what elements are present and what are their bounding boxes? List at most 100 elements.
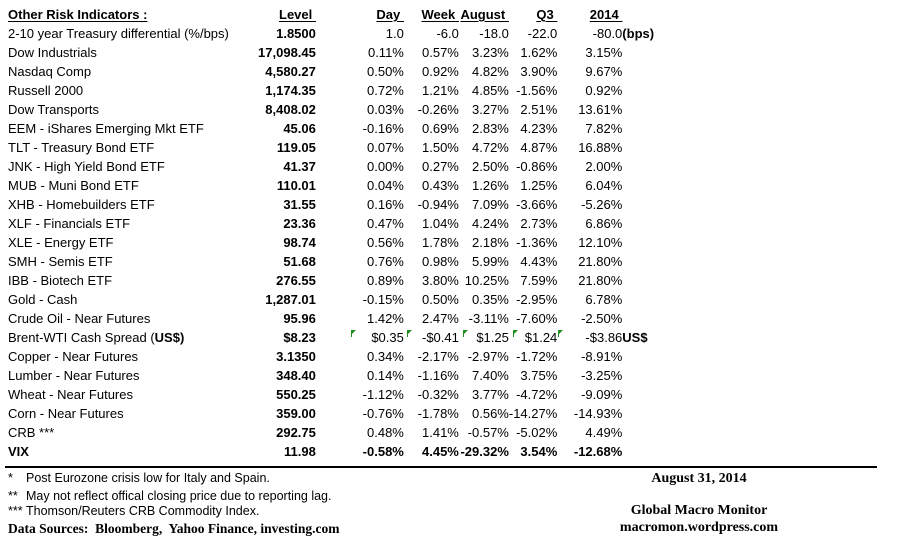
cell-day: 0.48% [367, 425, 404, 440]
cell-2014: 13.61% [578, 102, 623, 117]
cell-q3: -0.86% [516, 159, 558, 174]
table-row: XLF - Financials ETF 23.36 0.47% 1.04% 4… [8, 214, 680, 233]
cell-day: -0.15% [362, 292, 404, 307]
cell-level: 11.98 [284, 444, 316, 459]
row-label: CRB *** [8, 425, 55, 440]
cell-week: -0.94% [417, 197, 459, 212]
cell-suffix [622, 100, 680, 119]
row-label: EEM - iShares Emerging Mkt ETF [8, 121, 204, 136]
cell-week: 0.57% [422, 45, 459, 60]
cell-day: -0.16% [362, 121, 404, 136]
cell-suffix [622, 442, 680, 461]
cell-august: 5.99% [472, 254, 509, 269]
cell-suffix [622, 62, 680, 81]
cell-suffix [622, 138, 680, 157]
cell-suffix [622, 347, 680, 366]
cell-august: -3.11% [468, 311, 509, 326]
cell-2014: -3.25% [581, 368, 623, 383]
cell-level: 119.05 [276, 140, 316, 155]
cell-level: 23.36 [283, 216, 316, 231]
risk-indicators-table: Other Risk Indicators : Level Day Week A… [8, 3, 680, 461]
cell-august: 0.56% [472, 406, 509, 421]
row-label: Gold - Cash [8, 292, 78, 307]
cell-2014: 9.67% [585, 64, 623, 79]
cell-day: 0.89% [367, 273, 404, 288]
cell-2014: 6.04% [585, 178, 623, 193]
footnote-3: *** Thomson/Reuters CRB Commodity Index. [8, 504, 259, 518]
cell-day: $0.35 [316, 328, 404, 347]
cell-august: 10.25% [464, 273, 509, 288]
cell-2014: -$3.86 [557, 328, 622, 347]
table-row: Corn - Near Futures 359.00 -0.76% -1.78%… [8, 404, 680, 423]
row-label: 2-10 year Treasury differential (%/bps) [8, 26, 229, 41]
cell-august: -18.0 [479, 26, 509, 41]
cell-q3: 3.75% [520, 368, 558, 383]
data-sources-line: Data Sources: Bloomberg, Yahoo Finance, … [8, 521, 340, 537]
cell-suffix: US$ [622, 330, 648, 345]
row-label: Dow Transports [8, 102, 100, 117]
cell-day: 0.47% [367, 216, 404, 231]
table-row: Brent-WTI Cash Spread (US$) $8.23 $0.35 … [8, 328, 680, 347]
cell-august: -29.32% [460, 444, 509, 459]
cell-suffix [622, 309, 680, 328]
cell-week: 1.50% [422, 140, 459, 155]
cell-week: 0.69% [422, 121, 459, 136]
cell-level: 359.00 [276, 406, 316, 421]
footnote-1: * Post Eurozone crisis low for Italy and … [8, 471, 270, 485]
cell-level: $8.23 [283, 330, 316, 345]
cell-day: 0.11% [367, 45, 404, 60]
cell-2014: -5.26% [581, 197, 623, 212]
column-header-level: Level [279, 7, 313, 22]
cell-day: 0.50% [367, 64, 404, 79]
cell-q3: 2.51% [520, 102, 558, 117]
cell-q3: -1.56% [516, 83, 558, 98]
page-title: Other Risk Indicators : [8, 7, 148, 22]
cell-q3: -3.66% [516, 197, 558, 212]
cell-week: 3.80% [422, 273, 459, 288]
table-row: TLT - Treasury Bond ETF 119.05 0.07% 1.5… [8, 138, 680, 157]
cell-suffix: (bps) [622, 26, 655, 41]
row-label: SMH - Semis ETF [8, 254, 113, 269]
cell-august: 2.18% [472, 235, 509, 250]
cell-level: 348.40 [276, 368, 316, 383]
column-header-august: August [460, 7, 506, 22]
green-flag-icon [406, 330, 412, 337]
cell-suffix [622, 195, 680, 214]
cell-level: 41.37 [283, 159, 316, 174]
cell-level: 51.68 [283, 254, 316, 269]
cell-2014: -2.50% [581, 311, 623, 326]
footnote-text: May not reflect offical closing price du… [26, 489, 332, 503]
cell-august: 7.09% [472, 197, 509, 212]
cell-week: -0.32% [417, 387, 459, 402]
cell-q3: -1.36% [516, 235, 558, 250]
table-row: Lumber - Near Futures 348.40 0.14% -1.16… [8, 366, 680, 385]
green-flag-icon [512, 330, 518, 337]
row-label: MUB - Muni Bond ETF [8, 178, 139, 193]
table-row: Gold - Cash 1,287.01 -0.15% 0.50% 0.35% … [8, 290, 680, 309]
footnote-text: Thomson/Reuters CRB Commodity Index. [26, 504, 260, 518]
cell-level: 98.74 [283, 235, 316, 250]
cell-level: 3.1350 [276, 349, 316, 364]
row-label: JNK - High Yield Bond ETF [8, 159, 165, 174]
cell-day: 0.04% [367, 178, 404, 193]
table-row: 2-10 year Treasury differential (%/bps) … [8, 24, 680, 43]
header-row: Other Risk Indicators : Level Day Week A… [8, 3, 680, 24]
cell-week: -2.17% [417, 349, 459, 364]
cell-level: 17,098.45 [258, 45, 316, 60]
cell-2014: 21.80% [578, 254, 623, 269]
cell-day: 1.0 [385, 26, 404, 41]
cell-2014: 0.92% [585, 83, 623, 98]
cell-august: 4.24% [472, 216, 509, 231]
cell-day: 0.56% [367, 235, 404, 250]
column-header-week: Week [421, 7, 456, 22]
cell-week: -$0.41 [404, 328, 459, 347]
row-label: Copper - Near Futures [8, 349, 139, 364]
row-label: XHB - Homebuilders ETF [8, 197, 155, 212]
cell-q3: 1.62% [520, 45, 558, 60]
green-flag-icon [462, 330, 468, 337]
cell-day: 0.14% [367, 368, 404, 383]
risk-table-body: 2-10 year Treasury differential (%/bps) … [8, 24, 680, 461]
table-row: Nasdaq Comp 4,580.27 0.50% 0.92% 4.82% 3… [8, 62, 680, 81]
cell-week: -1.16% [417, 368, 459, 383]
cell-suffix [622, 233, 680, 252]
